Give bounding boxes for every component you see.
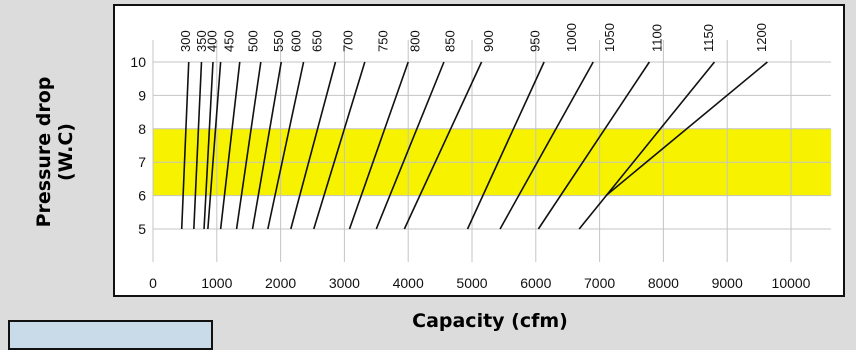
y-tick-label: 5 [138,221,146,237]
x-tick-label: 7000 [584,275,615,291]
series-line-350 [193,61,203,230]
series-line-650 [267,61,305,230]
info-box [8,320,213,350]
top-label-1050: 1050 [602,23,617,52]
y-tick-label: 9 [138,87,146,103]
series-line-500 [219,61,241,230]
y-tick-label: 10 [130,54,146,70]
top-label-1000: 1000 [564,23,579,52]
top-label-1100: 1100 [649,24,664,52]
y-tick-label: 6 [138,188,146,204]
top-label-750: 750 [376,30,391,52]
series-line-600 [251,61,283,230]
series-line-950 [466,61,545,230]
x-tick-label: 4000 [393,275,424,291]
series-line-550 [235,61,262,230]
series-line-800 [348,61,409,230]
series-line-300 [180,61,190,230]
top-label-600: 600 [288,30,303,52]
top-label-850: 850 [443,30,458,52]
x-tick-label: 9000 [712,275,743,291]
top-label-300: 300 [178,30,193,52]
y-tick-label: 7 [138,154,146,170]
x-tick-label: 0 [149,275,157,291]
top-label-1200: 1200 [754,23,769,52]
top-label-1150: 1150 [701,24,716,52]
x-tick-label: 5000 [456,275,487,291]
x-tick-label: 2000 [265,275,296,291]
top-label-400: 400 [205,30,220,52]
top-label-550: 550 [271,30,286,52]
top-label-950: 950 [528,30,543,52]
top-label-350: 350 [194,30,209,52]
series-line-1100 [578,61,716,230]
series-line-1000 [499,61,594,230]
series-line-750 [313,61,366,230]
top-label-800: 800 [408,30,423,52]
series-line-1150 [605,61,768,197]
y-axis-label: Pressure drop (W.C) [0,0,110,295]
series-line-450 [207,61,222,230]
x-tick-label: 1000 [201,275,232,291]
y-axis-label-line-1: Pressure drop [33,76,55,228]
y-tick-label: 8 [138,121,146,137]
chart-plot: 0 1000 2000 3000 4000 5000 6000 7000 8000 9000 100… [130,23,831,291]
top-label-700: 700 [341,30,356,52]
top-label-650: 650 [309,30,324,52]
x-tick-label: 3000 [329,275,360,291]
y-axis-label-line-2: (W.C) [55,123,77,181]
series-line-1050 [537,61,651,230]
series-line-900 [403,61,483,230]
top-label-450: 450 [221,30,236,52]
x-tick-label: 8000 [648,275,679,291]
top-label-900: 900 [481,30,496,52]
series-line-850 [375,61,445,230]
series-line-400 [203,61,214,230]
x-tick-label: 10000 [772,275,811,291]
series-line-700 [290,61,337,230]
x-tick-label: 6000 [520,275,551,291]
x-axis-label: Capacity (cfm) [412,310,568,332]
top-label-500: 500 [246,30,261,52]
